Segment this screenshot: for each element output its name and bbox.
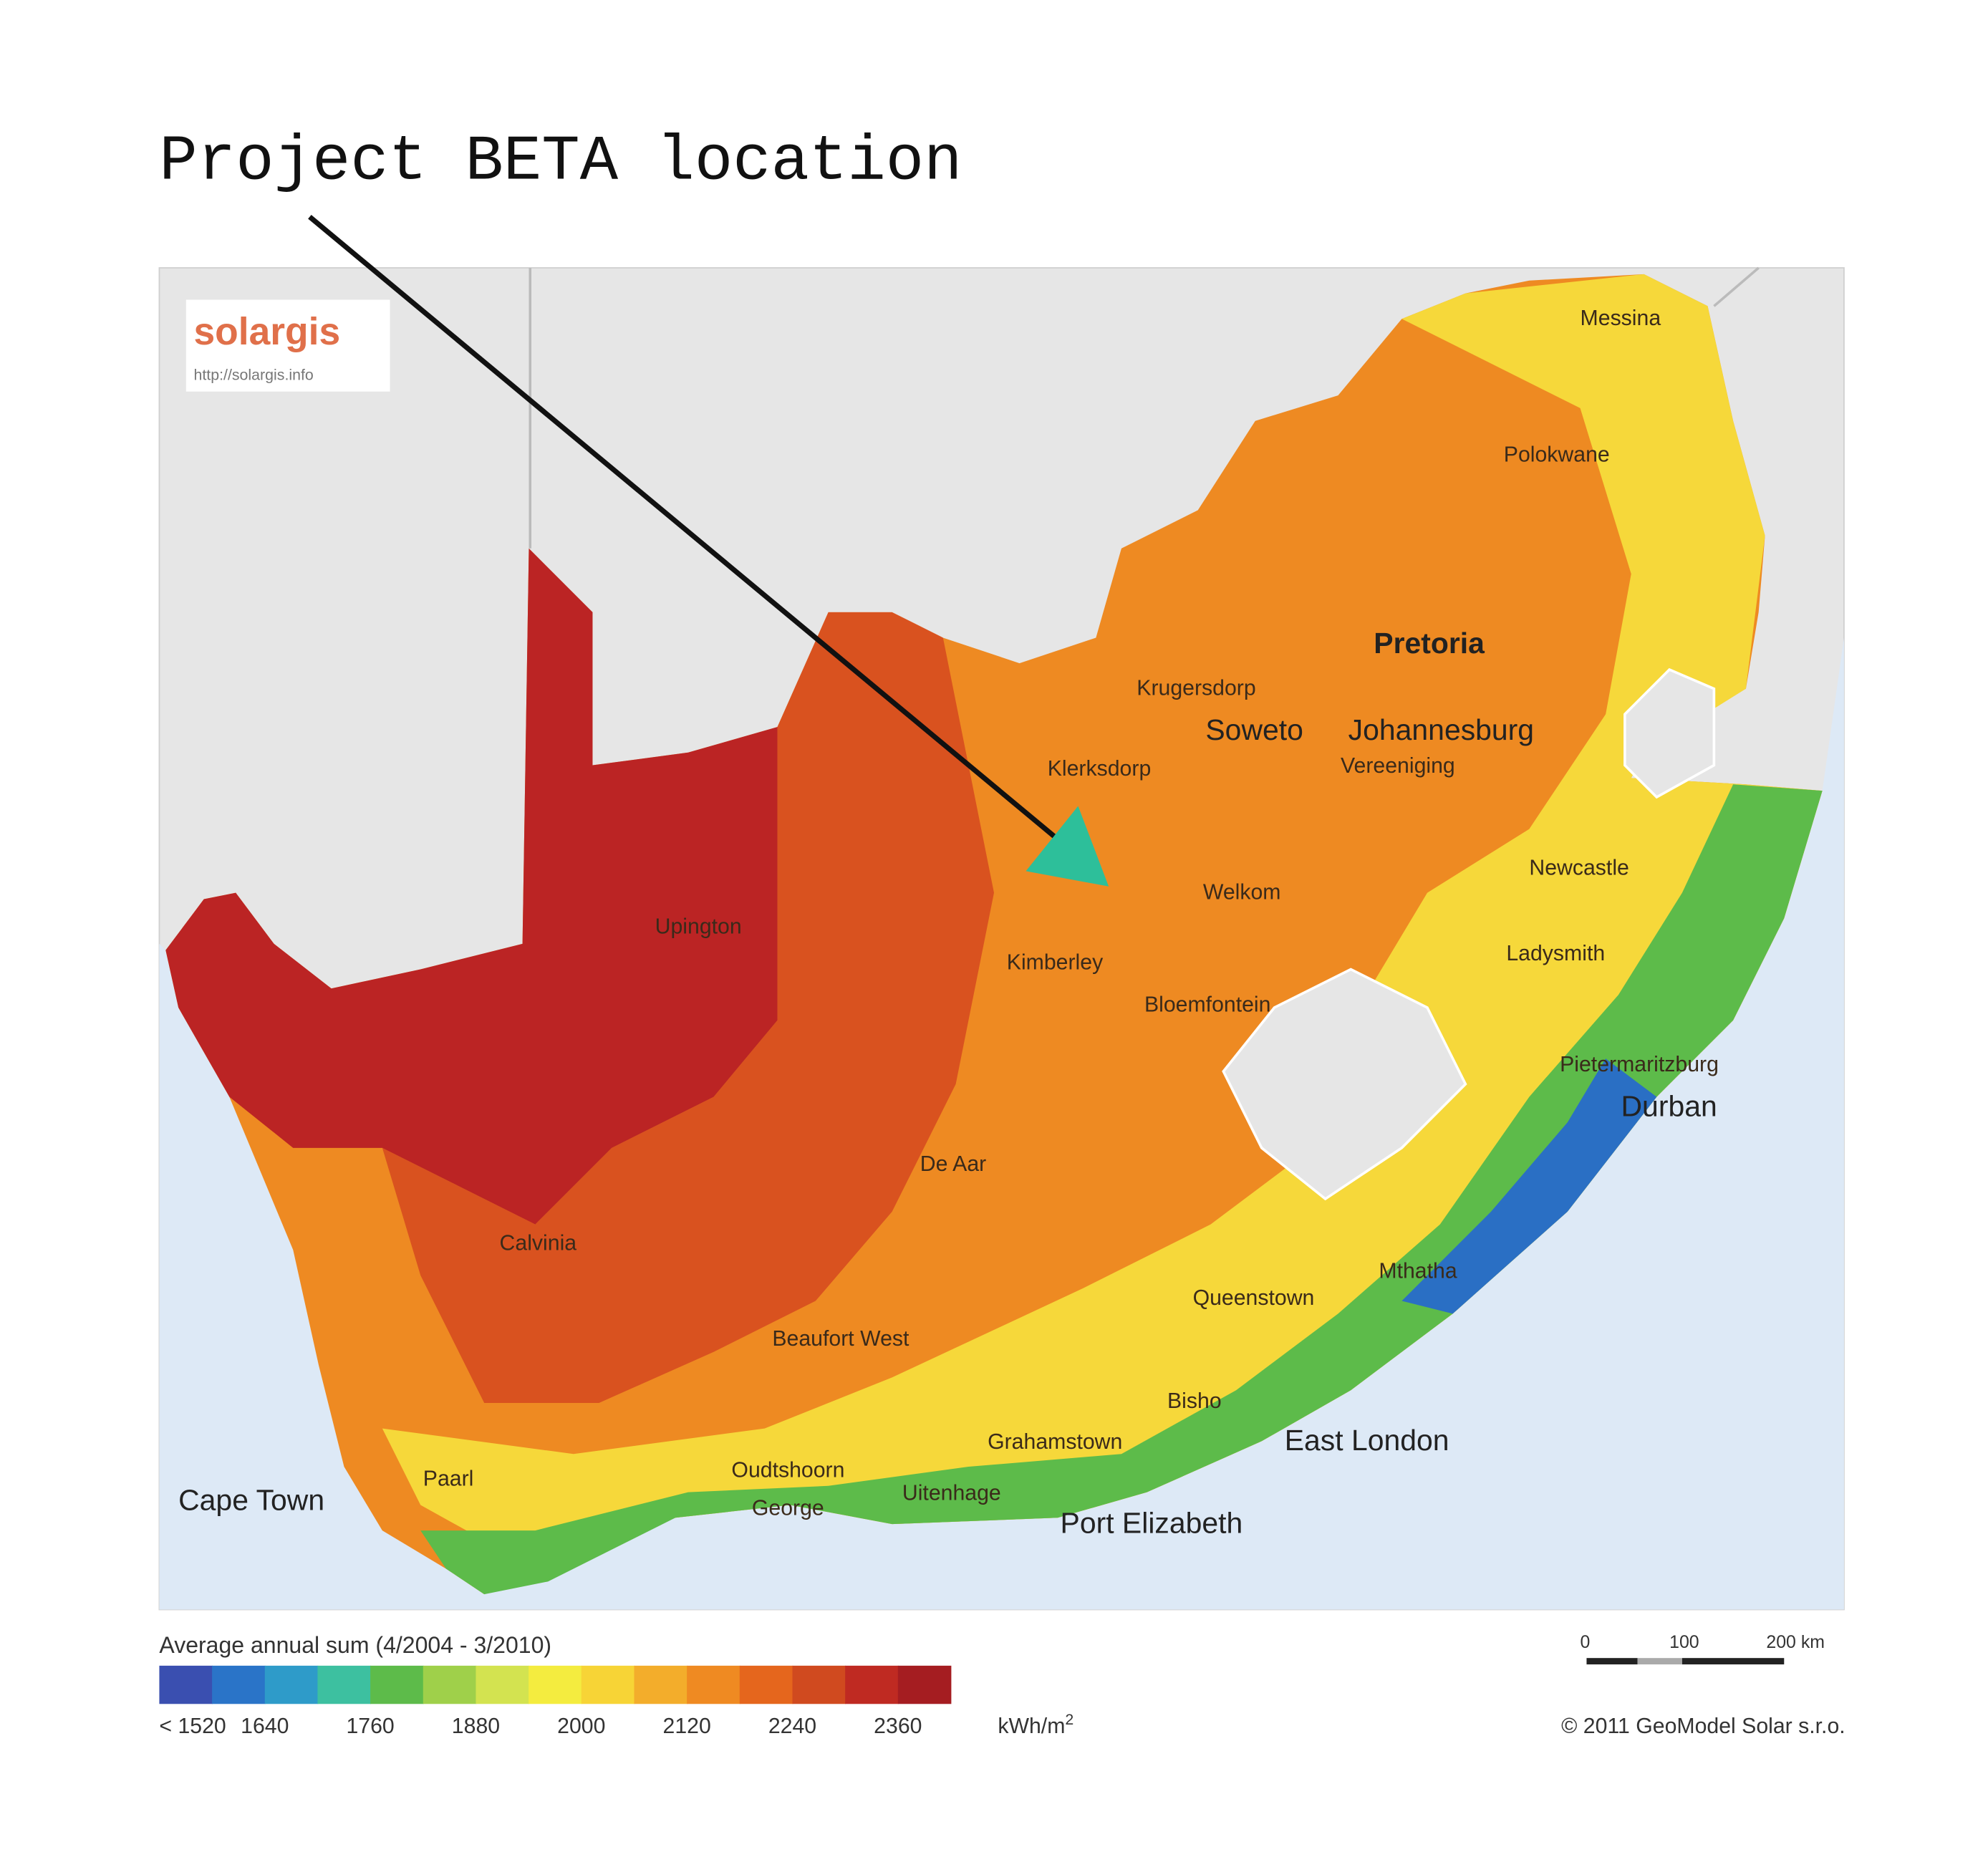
legend-tick-label: 2120 (663, 1714, 711, 1738)
city-label: De Aar (920, 1152, 986, 1176)
legend-tick-label: 1880 (452, 1714, 500, 1738)
legend-swatch (159, 1665, 213, 1704)
legend-ticks: < 1520 1640 1760 1880 2000 2120 2240 2360 (159, 1714, 922, 1738)
city-label: Grahamstown (988, 1430, 1122, 1454)
city-label: Beaufort West (772, 1327, 909, 1351)
legend-swatch (792, 1665, 846, 1704)
city-label: Klerksdorp (1048, 757, 1152, 781)
zone-dark-orange (382, 612, 994, 1403)
legend-tick-label: 2360 (874, 1714, 922, 1738)
legend-tick-label: 2000 (557, 1714, 605, 1738)
copyright: © 2011 GeoModel Solar s.r.o. (1561, 1714, 1845, 1738)
city-label: Kimberley (1007, 950, 1104, 974)
city-label: Pretoria (1374, 627, 1485, 660)
legend-swatch (317, 1665, 372, 1704)
city-label: Pietermaritzburg (1560, 1053, 1719, 1076)
pointer-line (308, 215, 1075, 854)
scale-segment (1681, 1658, 1785, 1665)
city-label: Polokwane (1504, 443, 1610, 467)
swaziland (1623, 667, 1716, 799)
legend-tick-label: 1640 (241, 1714, 289, 1738)
logo-url: http://solargis.info (193, 367, 313, 384)
city-label: Paarl (423, 1467, 474, 1491)
zone-blue (1401, 1058, 1657, 1314)
city-label: Durban (1621, 1089, 1717, 1122)
city-label: Newcastle (1529, 857, 1628, 880)
zone-red (165, 548, 778, 1225)
logo-box (185, 299, 390, 392)
city-label: Ladysmith (1506, 942, 1605, 965)
legend-title: Average annual sum (4/2004 - 3/2010) (159, 1632, 551, 1658)
legend-swatch (739, 1665, 793, 1704)
legend-swatch (212, 1665, 266, 1704)
city-labels: Messina Polokwane Pretoria Krugersdorp S… (178, 307, 1719, 1540)
city-label: Port Elizabeth (1061, 1507, 1243, 1540)
lesotho (1222, 968, 1467, 1201)
legend-unit-text: kWh/m (998, 1714, 1065, 1738)
legend-swatch (581, 1665, 635, 1704)
legend-swatch (423, 1665, 477, 1704)
project-marker (1026, 806, 1109, 887)
scale-label: 0 (1581, 1632, 1591, 1652)
legend-swatches (159, 1665, 952, 1704)
scale-label: 200 km (1766, 1632, 1825, 1652)
legend-swatch (687, 1665, 740, 1704)
city-label: Queenstown (1193, 1286, 1315, 1310)
ocean (159, 637, 1844, 1610)
city-label: Oudtshoorn (731, 1458, 844, 1482)
city-label: Uitenhage (902, 1481, 1001, 1505)
scale-segment (1637, 1658, 1682, 1665)
legend-swatch (476, 1665, 530, 1704)
scale-segment (1586, 1658, 1638, 1665)
legend-swatch (264, 1665, 319, 1704)
city-label: Vereeniging (1341, 754, 1455, 778)
legend-swatch (634, 1665, 688, 1704)
city-label: Messina (1581, 307, 1661, 330)
city-label: Upington (655, 915, 742, 939)
legend-tick-label: < 1520 (159, 1714, 226, 1738)
city-label: George (752, 1497, 824, 1520)
legend-swatch (897, 1665, 952, 1704)
legend-swatch (529, 1665, 582, 1704)
logo: solargis (193, 311, 340, 353)
city-label: Krugersdorp (1137, 677, 1255, 700)
scale-label: 100 (1669, 1632, 1699, 1652)
border-line (1713, 266, 1760, 307)
legend-tick-label: 1760 (346, 1714, 394, 1738)
city-label: Cape Town (178, 1484, 324, 1517)
legend-swatch (845, 1665, 899, 1704)
city-label: Mthatha (1379, 1259, 1457, 1283)
legend-tick-label: 2240 (768, 1714, 816, 1738)
city-label: Soweto (1205, 713, 1303, 746)
city-label: Calvinia (500, 1231, 577, 1255)
legend-unit: kWh/m2 (998, 1711, 1073, 1738)
legend-unit-sup: 2 (1065, 1711, 1073, 1728)
city-label: East London (1285, 1424, 1449, 1457)
city-label: Bisho (1167, 1389, 1222, 1413)
legend-swatch (370, 1665, 424, 1704)
title: Project BETA location (159, 125, 962, 198)
city-label: Bloemfontein (1144, 993, 1271, 1016)
city-label: Johannesburg (1348, 713, 1534, 746)
city-label: Welkom (1203, 881, 1281, 905)
